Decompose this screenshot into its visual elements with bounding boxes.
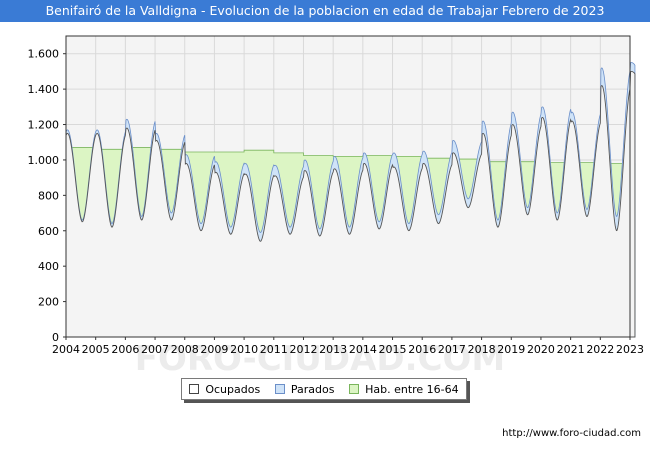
parados-swatch <box>274 384 285 394</box>
legend-item-hab: Hab. entre 16-64 <box>349 383 459 396</box>
x-tick-label: 2015 <box>379 343 407 356</box>
x-tick-label: 2008 <box>171 343 199 356</box>
x-tick-label: 2009 <box>200 343 228 356</box>
y-tick-label: 1.600 <box>28 48 60 61</box>
y-tick-label: 800 <box>38 189 59 202</box>
y-tick-label: 1.000 <box>28 154 60 167</box>
x-tick-label: 2006 <box>111 343 139 356</box>
plot-border <box>65 35 631 338</box>
x-tick-label: 2017 <box>438 343 466 356</box>
x-axis-ticks: 2004 2005 2006 2007 2008 2009 2010 2011 2012 2013… <box>52 337 644 356</box>
ocupados-area <box>65 70 636 338</box>
x-tick-label: 2011 <box>260 343 288 356</box>
legend-label-parados: Parados <box>290 382 335 396</box>
hab-swatch <box>349 384 360 394</box>
x-tick-label: 2018 <box>468 343 496 356</box>
legend-item-ocupados: Ocupados <box>189 383 260 396</box>
chart-title: Benifairó de la Valldigna - Evolucion de… <box>0 0 650 22</box>
legend-label-hab: Hab. entre 16-64 <box>365 382 459 396</box>
x-tick-label: 2020 <box>527 343 555 356</box>
legend: Ocupados Parados Hab. entre 16-64 <box>181 378 467 400</box>
legend-item-parados: Parados <box>274 382 335 396</box>
x-tick-label: 2010 <box>230 343 258 356</box>
y-axis-ticks: 0 200 400 600 800 1.000 1.200 1.400 1.600 <box>28 48 66 344</box>
watermark: FORO-CIUDAD.COM <box>135 339 506 379</box>
ocupados-swatch <box>189 384 200 394</box>
x-tick-label: 2014 <box>349 343 377 356</box>
x-tick-label: 2004 <box>52 343 80 356</box>
x-tick-label: 2019 <box>497 343 525 356</box>
y-tick-label: 1.400 <box>28 83 60 96</box>
x-tick-label: 2022 <box>586 343 614 356</box>
y-tick-label: 1.200 <box>28 119 60 132</box>
x-tick-label: 2007 <box>141 343 169 356</box>
series-areas <box>65 62 636 338</box>
x-tick-label: 2013 <box>319 343 347 356</box>
x-tick-label: 2021 <box>557 343 585 356</box>
legend-label-ocupados: Ocupados <box>205 382 261 396</box>
y-tick-label: 400 <box>38 260 59 273</box>
x-tick-label: 2023 <box>616 343 644 356</box>
source-credit: http://www.foro-ciudad.com <box>502 428 641 439</box>
x-tick-label: 2016 <box>408 343 436 356</box>
x-tick-label: 2012 <box>289 343 317 356</box>
y-tick-label: 0 <box>52 331 59 344</box>
x-tick-label: 2005 <box>82 343 110 356</box>
y-tick-label: 600 <box>38 225 59 238</box>
y-tick-label: 200 <box>38 296 59 309</box>
